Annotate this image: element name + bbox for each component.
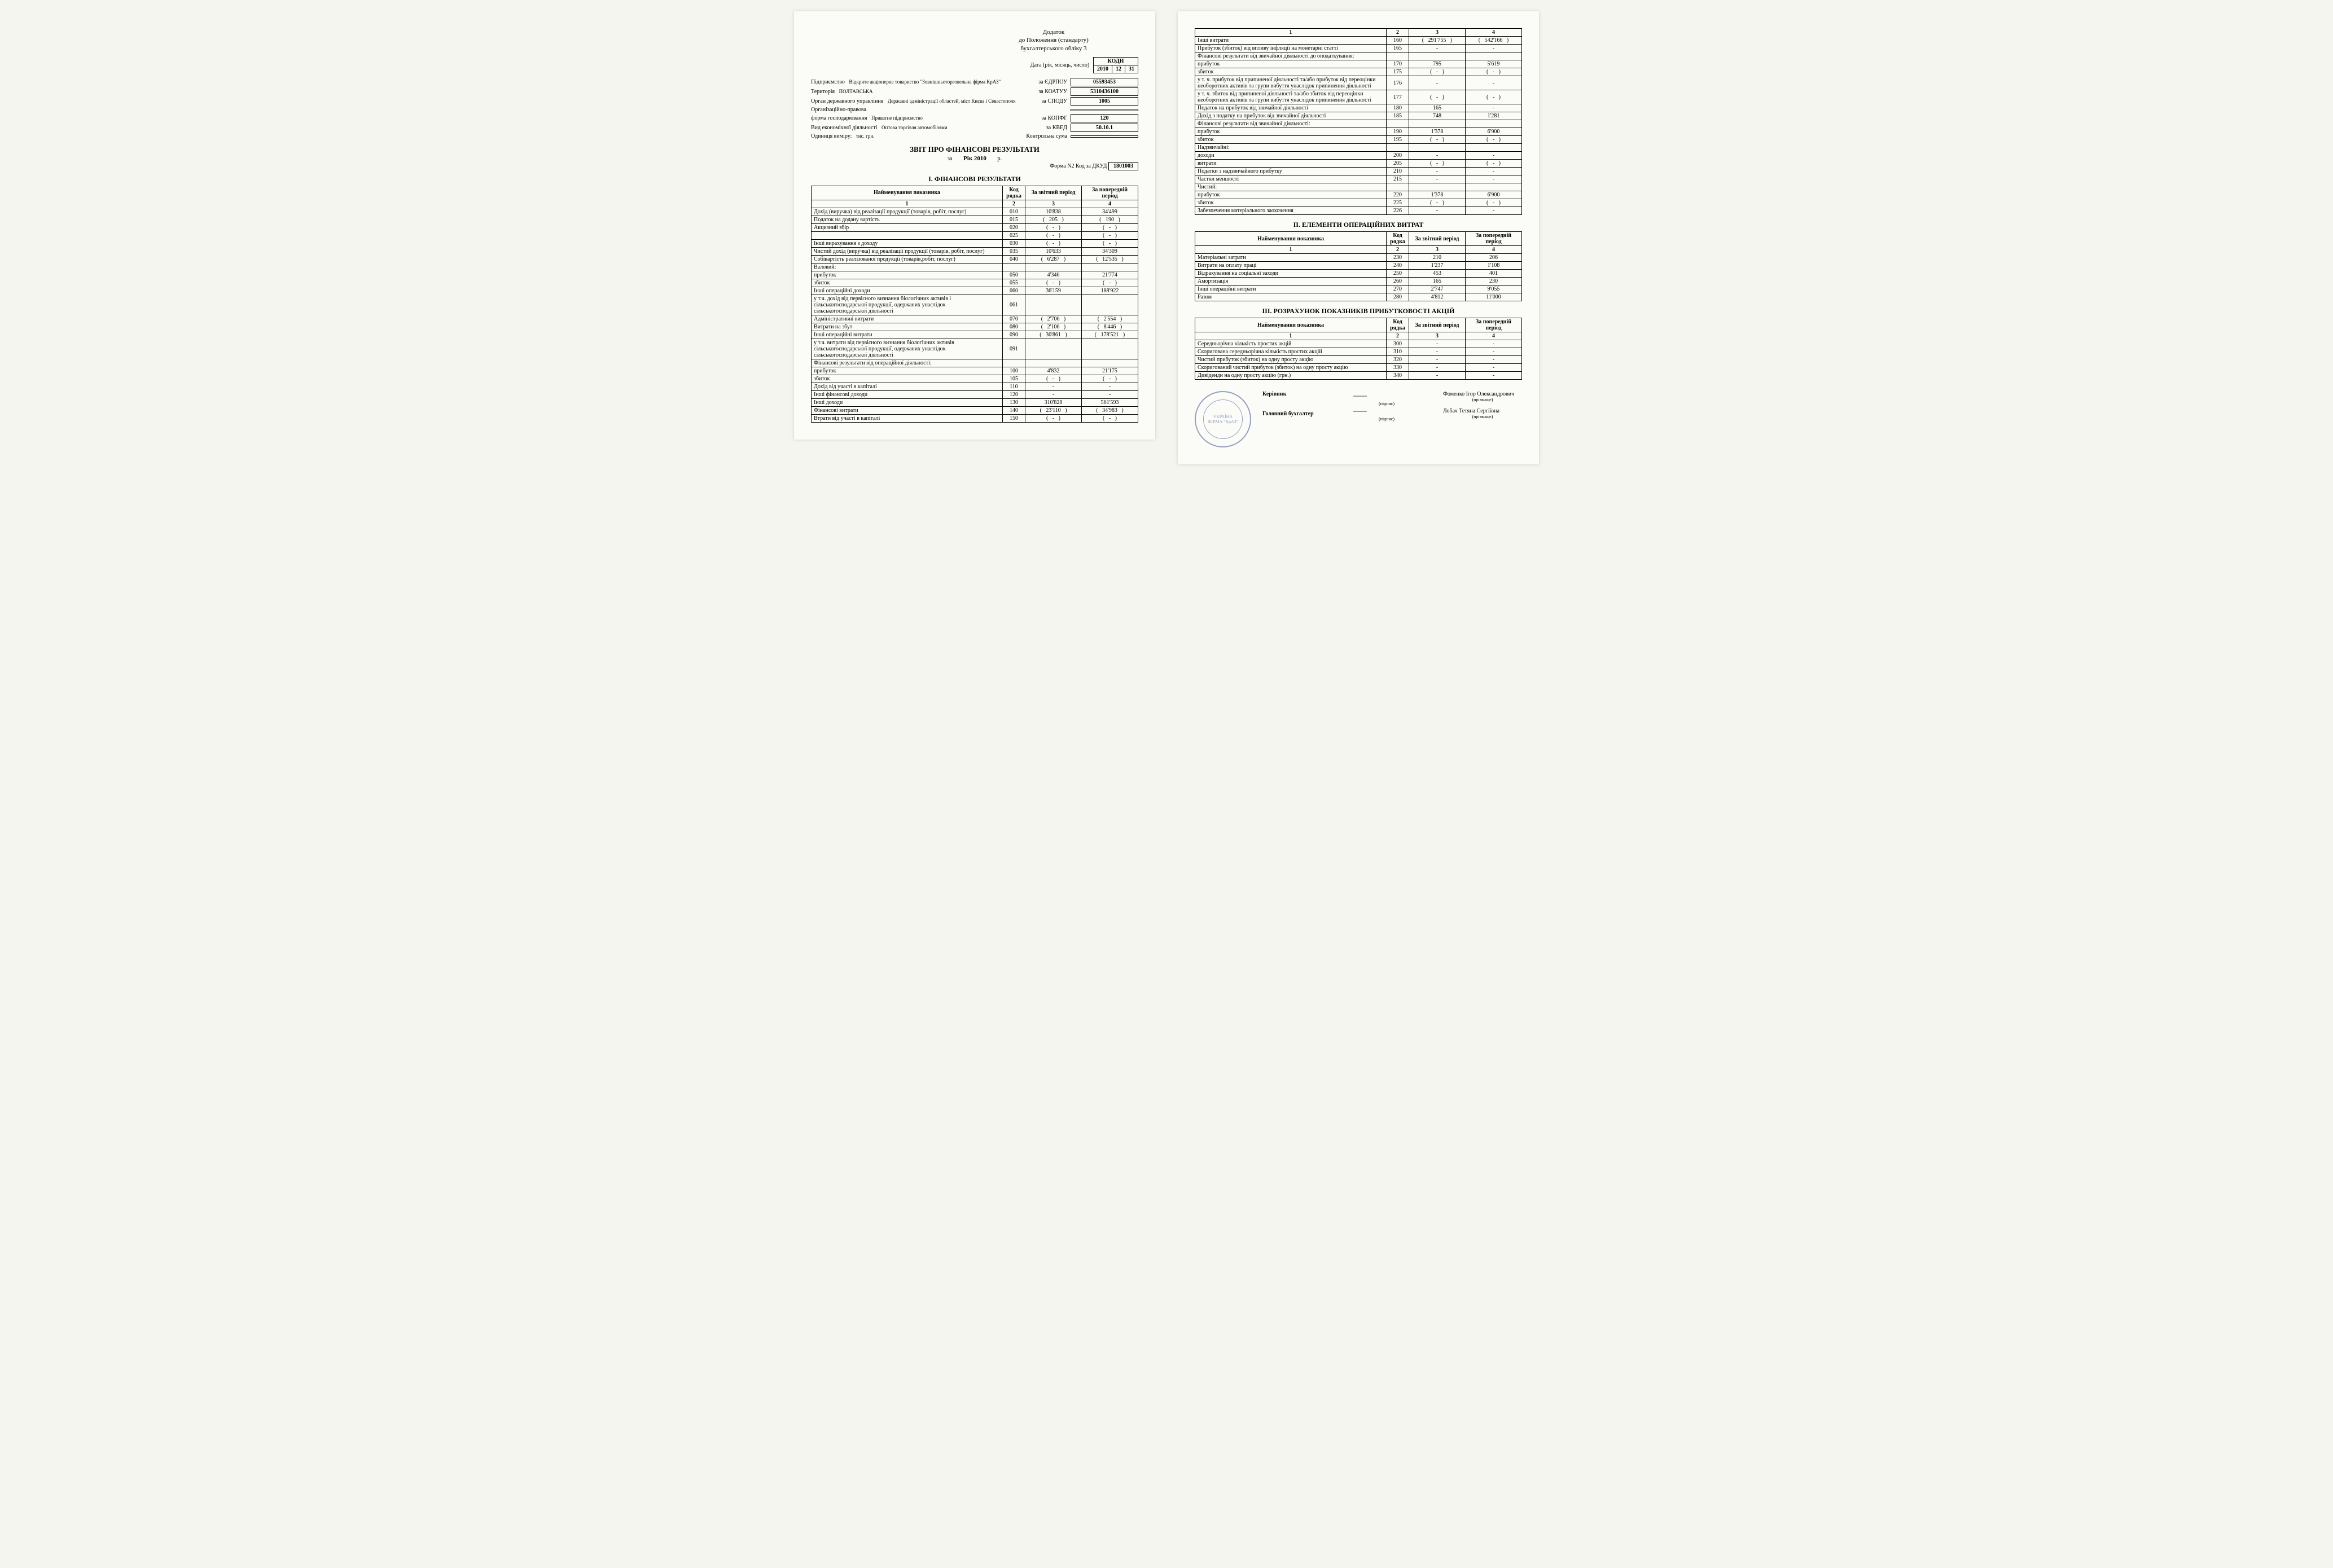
table-row: збиток195( - )( - ) (1195, 136, 1522, 144)
table-row: прибуток1901'3786'900 (1195, 128, 1522, 136)
table-3: Найменування показникаКод рядкаЗа звітни… (1195, 318, 1522, 380)
table-row: Валовий: (812, 263, 1138, 271)
date-day: 31 (1125, 65, 1138, 73)
info-rows: Підприємство Відкрите акціонерне товарис… (811, 78, 1138, 139)
info-row: Вид економічної діяльності Оптова торгів… (811, 124, 1138, 132)
table-row: прибуток0504'34621'774 (812, 271, 1138, 279)
section-2-title: ІІ. ЕЛЕМЕНТИ ОПЕРАЦІЙНИХ ВИТРАТ (1195, 221, 1522, 229)
table-row: Втрати від участі в капіталі150( - )( - … (812, 414, 1138, 422)
table-2: Найменування показникаКод рядкаЗа звітни… (1195, 231, 1522, 301)
table-row: прибуток2201'3786'900 (1195, 191, 1522, 199)
table-row: Разом2804'81211'000 (1195, 293, 1522, 301)
table-row: Дивіденди на одну просту акцію (грн.)340… (1195, 372, 1522, 380)
appendix-block: Додаток до Положення (стандарту) бухгалт… (969, 28, 1138, 52)
table-row: Чистий: (1195, 183, 1522, 191)
table-1b: 1234Інші витрати160( 291'755 )( 542'166 … (1195, 28, 1522, 215)
table-row: Чистий дохід (виручка) від реалізації пр… (812, 247, 1138, 255)
form-line: Форма N2 Код за ДКУД 1801003 (811, 163, 1138, 169)
table-row: у т.ч. витрати від первісного визнання б… (812, 339, 1138, 359)
date-year: 2010 (1094, 65, 1112, 73)
table-row: Забезпечення матеріального заохочення226… (1195, 207, 1522, 215)
table-row: Амортизація260165230 (1195, 278, 1522, 286)
table-row: Надзвичайні: (1195, 144, 1522, 152)
sig-names: Фоменко Ігор Олександрович (прізвище) Ло… (1443, 391, 1522, 419)
info-row: Орган державного управління Державні адм… (811, 97, 1138, 106)
date-label: Дата (рік, місяць, число) (1030, 62, 1090, 68)
info-row: Організаційно-правова (811, 107, 1138, 113)
table-row: у т. ч. прибуток від припиненої діяльнос… (1195, 76, 1522, 90)
table-row: Інші операційні витрати2702'7479'055 (1195, 286, 1522, 293)
table-row: Фінансові результати від операційної дія… (812, 359, 1138, 367)
table-row: Частки меншості215-- (1195, 175, 1522, 183)
table-row: збиток055( - )( - ) (812, 279, 1138, 287)
sig-roles: Керівник Головний бухгалтер (1262, 391, 1341, 417)
table-row: у т. ч. збиток від припиненої діяльності… (1195, 90, 1522, 104)
table-row: Дохід з податку на прибуток від звичайно… (1195, 112, 1522, 120)
report-title: ЗВІТ ПРО ФІНАНСОВІ РЕЗУЛЬТАТИ (811, 145, 1138, 154)
table-row: Фінансові результати від звичайної діяль… (1195, 120, 1522, 128)
stamp-icon: УКРАЇНА ФІРМА "КрАЗ" (1195, 391, 1251, 447)
appendix-l2: до Положення (стандарту) (969, 36, 1138, 44)
page-2: 1234Інші витрати160( 291'755 )( 542'166 … (1178, 11, 1539, 464)
table-row: Прибуток (збиток) від впливу інфляції на… (1195, 45, 1522, 52)
appendix-l3: бухгалтерського обліку 3 (969, 45, 1138, 52)
info-row: форма господарювання Приватне підприємст… (811, 114, 1138, 122)
section-1-title: І. ФІНАНСОВІ РЕЗУЛЬТАТИ (811, 175, 1138, 183)
form-code: 1801003 (1108, 162, 1138, 170)
table-row: прибуток1004'83221'175 (812, 367, 1138, 375)
codes-block: Дата (рік, місяць, число) КОДИ 2010 12 3… (1030, 57, 1138, 73)
info-row: Одиниця виміру: тис. грн.Контрольна сума (811, 133, 1138, 139)
table-row: Собівартість реалізованої продукції (тов… (812, 255, 1138, 263)
codes-header: КОДИ (1094, 57, 1138, 65)
table-row: Витрати на оплату праці2401'2371'108 (1195, 262, 1522, 270)
table-row: Середньорічна кількість простих акцій300… (1195, 340, 1522, 348)
appendix-l1: Додаток (969, 28, 1138, 36)
table-row: Дохід (виручка) від реалізації продукції… (812, 208, 1138, 216)
info-row: Територія ПОЛТАВСЬКАза КОАТУУ5310436100 (811, 87, 1138, 96)
table-row: збиток175( - )( - ) (1195, 68, 1522, 76)
table-row: Адміністративні витрати070( 2'706 )( 2'5… (812, 315, 1138, 323)
table-row: Інші доходи130310'828561'593 (812, 398, 1138, 406)
date-month: 12 (1112, 65, 1125, 73)
sig-signatures: ⎯⎯⎯ (підпис) ⎯⎯⎯ (підпис) (1353, 391, 1432, 421)
table-row: Інші вирахування з доходу030( - )( - ) (812, 239, 1138, 247)
section-3-title: ІІІ. РОЗРАХУНОК ПОКАЗНИКІВ ПРИБУТКОВОСТІ… (1195, 307, 1522, 315)
table-1a: Найменування показникаКод рядкаЗа звітни… (811, 186, 1138, 423)
signature-2: ⎯⎯⎯ (1353, 406, 1432, 416)
table-row: Скоригований чистий прибуток (збиток) на… (1195, 364, 1522, 372)
table-row: прибуток1707955'619 (1195, 60, 1522, 68)
period-line: за Рік 2010 р. (811, 155, 1138, 162)
table-row: Фінансові витрати140( 23'110 )( 34'983 ) (812, 406, 1138, 414)
table-row: Інші витрати160( 291'755 )( 542'166 ) (1195, 37, 1522, 45)
table-row: Фінансові результати від звичайної діяль… (1195, 52, 1522, 60)
table-row: збиток225( - )( - ) (1195, 199, 1522, 207)
table-row: у т.ч. дохід від первісного визнання біо… (812, 295, 1138, 315)
table-row: витрати205( - )( - ) (1195, 160, 1522, 168)
table-row: Податок на прибуток від звичайної діяльн… (1195, 104, 1522, 112)
table-row: доходи200-- (1195, 152, 1522, 160)
table-row: 025( - )( - ) (812, 231, 1138, 239)
table-row: Інші фінансові доходи120-- (812, 390, 1138, 398)
table-row: Інші операційні доходи06036'159188'922 (812, 287, 1138, 295)
table-row: Відрахування на соціальні заходи25045340… (1195, 270, 1522, 278)
table-row: Податки з надзвичайного прибутку210-- (1195, 168, 1522, 175)
info-row: Підприємство Відкрите акціонерне товарис… (811, 78, 1138, 86)
table-row: Акцизний збір020( - )( - ) (812, 223, 1138, 231)
table-row: Матеріальні затрати230210206 (1195, 254, 1522, 262)
table-row: Інші операційні витрати090( 30'861 )( 17… (812, 331, 1138, 339)
table-row: Витрати на збут080( 2'106 )( 8'446 ) (812, 323, 1138, 331)
signatures: УКРАЇНА ФІРМА "КрАЗ" Керівник Головний б… (1195, 391, 1522, 447)
table-row: Податок на додану вартість015( 205 )( 19… (812, 216, 1138, 223)
signature-1: ⎯⎯⎯ (1353, 391, 1432, 401)
table-row: Скоригована середньорічна кількість прос… (1195, 348, 1522, 356)
page-1: Додаток до Положення (стандарту) бухгалт… (794, 11, 1155, 440)
table-row: Чистий прибуток (збиток) на одну просту … (1195, 356, 1522, 364)
table-row: Дохід від участі в капіталі110-- (812, 383, 1138, 390)
table-row: збиток105( - )( - ) (812, 375, 1138, 383)
